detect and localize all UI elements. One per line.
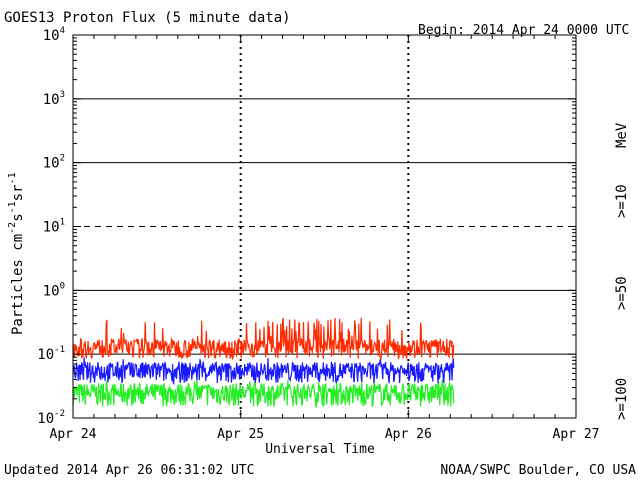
y-axis-label-exp2: -1 bbox=[7, 201, 18, 213]
y-axis-label-mid1: s bbox=[10, 213, 26, 221]
y-axis-label-exp1: -2 bbox=[7, 222, 18, 234]
y-axis-label-mid2: sr bbox=[10, 184, 26, 201]
y-tick-label-5: 10-1 bbox=[37, 345, 65, 363]
series-line-0 bbox=[72, 317, 455, 361]
series-layer bbox=[72, 317, 455, 409]
chart-title: GOES13 Proton Flux (5 minute data) bbox=[4, 10, 291, 26]
series-line-1 bbox=[72, 357, 455, 386]
source-label: NOAA/SWPC Boulder, CO USA bbox=[440, 463, 636, 478]
legend-entry-0: >=10 bbox=[614, 184, 630, 218]
x-axis-ticks: Apr 24 Apr 25 Apr 26 Apr 27 bbox=[50, 35, 600, 442]
y-tick-label-6: 10-2 bbox=[37, 409, 65, 427]
y-axis-ticks: 104 103 102 101 100 10-1 10-2 bbox=[37, 26, 576, 427]
legend-entry-2: >=100 bbox=[614, 378, 630, 420]
y-axis-label-main: Particles cm bbox=[10, 234, 26, 335]
x-tick-label-2: Apr 26 bbox=[385, 427, 432, 442]
x-tick-label-1: Apr 25 bbox=[217, 427, 264, 442]
y-axis-label-exp3: -1 bbox=[7, 172, 18, 184]
y-tick-label-3: 101 bbox=[43, 218, 65, 236]
y-axis-label: Particles cm-2s-1sr-1 bbox=[7, 172, 26, 335]
y-tick-label-4: 100 bbox=[43, 281, 65, 299]
begin-label: Begin: 2014 Apr 24 0000 UTC bbox=[418, 23, 629, 38]
plot-frame bbox=[72, 34, 577, 419]
x-tick-label-3: Apr 27 bbox=[553, 427, 600, 442]
legend-unit-label: MeV bbox=[614, 122, 630, 148]
gridlines bbox=[73, 35, 576, 418]
y-tick-label-2: 102 bbox=[43, 154, 65, 172]
y-tick-label-0: 104 bbox=[43, 26, 65, 44]
x-axis-label: Universal Time bbox=[265, 442, 375, 457]
x-tick-label-0: Apr 24 bbox=[50, 427, 97, 442]
series-line-2 bbox=[72, 379, 455, 409]
legend: MeV >=10 >=50 >=100 bbox=[614, 122, 630, 420]
y-tick-label-1: 103 bbox=[43, 90, 65, 108]
updated-label: Updated 2014 Apr 26 06:31:02 UTC bbox=[4, 463, 254, 478]
legend-entry-1: >=50 bbox=[614, 276, 630, 310]
